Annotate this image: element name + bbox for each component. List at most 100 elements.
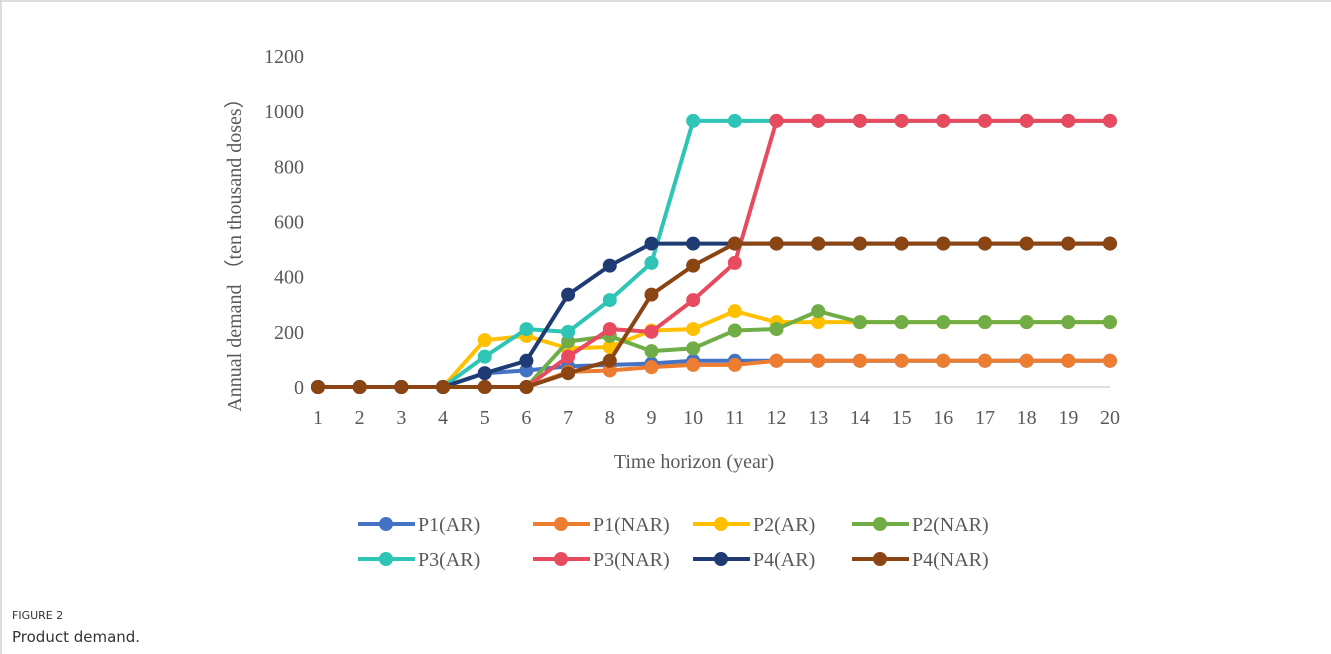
point — [686, 322, 701, 337]
point — [977, 353, 992, 368]
series-line — [318, 358, 1110, 389]
x-tick-label: 12 — [767, 407, 787, 429]
point — [602, 322, 617, 337]
point — [644, 324, 659, 339]
point — [394, 380, 409, 394]
point — [769, 353, 784, 368]
x-tick-label: 8 — [605, 407, 615, 429]
y-tick-label: 600 — [274, 212, 304, 234]
x-tick-label: 16 — [933, 407, 953, 429]
point — [727, 323, 742, 338]
point — [602, 353, 617, 368]
y-tick-label: 200 — [274, 322, 304, 344]
point — [894, 353, 909, 368]
point — [727, 255, 742, 270]
point — [727, 113, 742, 128]
x-tick-label: 10 — [683, 407, 703, 429]
point — [519, 322, 534, 337]
point — [686, 113, 701, 128]
point — [311, 380, 325, 394]
point — [644, 255, 659, 270]
point — [1019, 236, 1034, 251]
point — [477, 349, 492, 364]
point — [769, 113, 784, 128]
point — [811, 236, 826, 251]
point — [352, 380, 367, 394]
legend-label: P1(AR) — [418, 514, 480, 536]
x-tick-label: 1 — [313, 407, 323, 429]
legend-label: P4(AR) — [753, 549, 815, 571]
legend-marker — [379, 552, 393, 566]
point — [644, 236, 659, 251]
point — [811, 304, 826, 319]
point — [769, 236, 784, 251]
legend-label: P2(NAR) — [912, 514, 989, 536]
point — [727, 304, 742, 319]
x-tick-label: 11 — [725, 407, 744, 429]
legend-marker — [873, 517, 887, 531]
legend-marker — [714, 517, 728, 531]
point — [936, 353, 951, 368]
legend-label: P4(NAR) — [912, 549, 989, 571]
x-tick-label: 19 — [1058, 407, 1078, 429]
point — [686, 236, 701, 251]
y-tick-label: 800 — [274, 156, 304, 178]
point — [1019, 113, 1034, 128]
point — [561, 334, 576, 349]
legend-marker — [379, 517, 393, 531]
point — [602, 340, 617, 355]
point — [936, 236, 951, 251]
y-tick-label: 400 — [274, 267, 304, 289]
point — [477, 380, 492, 394]
point — [894, 113, 909, 128]
x-tick-label: 6 — [521, 407, 531, 429]
point — [686, 341, 701, 356]
point — [852, 353, 867, 368]
point — [686, 293, 701, 308]
point — [1019, 315, 1034, 330]
point — [561, 366, 576, 381]
x-tick-label: 13 — [808, 407, 828, 429]
point — [602, 363, 617, 378]
point — [1103, 113, 1117, 128]
point — [1061, 353, 1076, 368]
point — [519, 353, 534, 368]
x-tick-label: 17 — [975, 407, 995, 429]
point — [1103, 236, 1117, 251]
point — [602, 293, 617, 308]
legend-label: P3(NAR) — [593, 549, 670, 571]
y-tick-label: 0 — [294, 377, 304, 399]
point — [727, 357, 742, 372]
x-tick-label: 20 — [1100, 407, 1120, 429]
point — [977, 113, 992, 128]
point — [644, 287, 659, 302]
legend-label: P1(NAR) — [593, 514, 670, 536]
point — [686, 357, 701, 372]
point — [436, 380, 451, 394]
x-tick-label: 5 — [480, 407, 490, 429]
point — [977, 315, 992, 330]
point — [811, 113, 826, 128]
caption: Product demand. — [12, 628, 140, 646]
point — [727, 236, 742, 251]
point — [852, 236, 867, 251]
point — [811, 353, 826, 368]
point — [1061, 236, 1076, 251]
point — [852, 315, 867, 330]
legend-marker — [554, 517, 568, 531]
x-tick-label: 4 — [438, 407, 448, 429]
x-tick-label: 2 — [355, 407, 365, 429]
point — [519, 363, 534, 378]
x-tick-label: 9 — [646, 407, 656, 429]
point — [894, 315, 909, 330]
point — [561, 324, 576, 339]
point — [602, 258, 617, 273]
legend-marker — [554, 552, 568, 566]
point — [852, 113, 867, 128]
point — [519, 380, 534, 394]
point — [936, 113, 951, 128]
legend-label: P2(AR) — [753, 514, 815, 536]
x-tick-label: 7 — [563, 407, 573, 429]
x-tick-label: 15 — [892, 407, 912, 429]
